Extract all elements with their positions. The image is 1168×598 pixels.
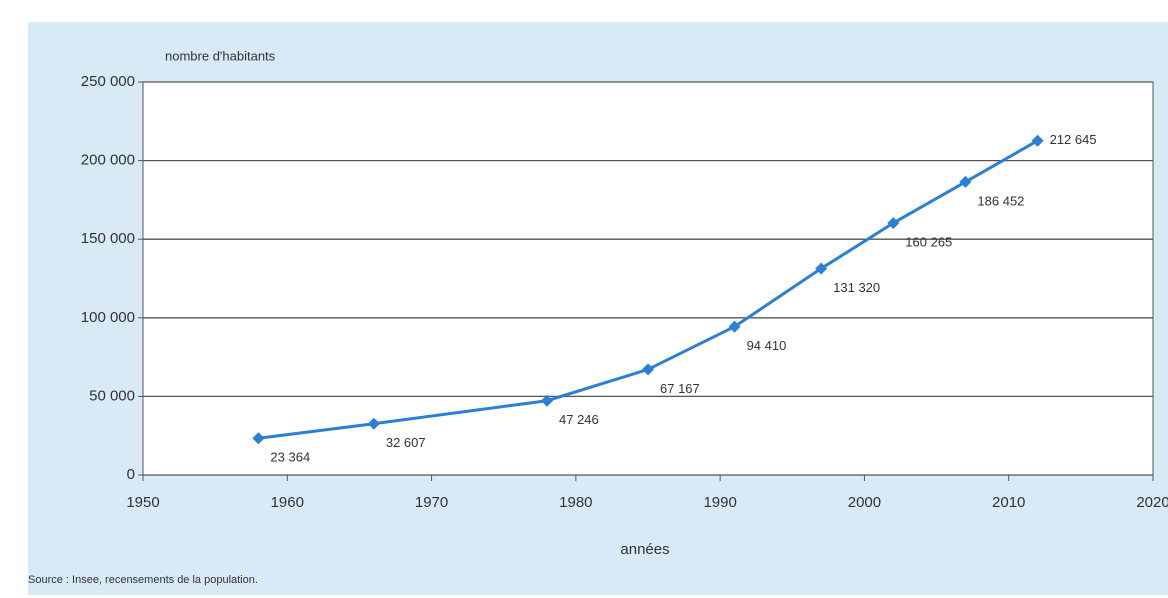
data-label: 131 320 <box>833 280 880 295</box>
data-label: 160 265 <box>905 235 952 250</box>
point <box>728 320 741 333</box>
point <box>541 394 553 407</box>
x-tick-label: 2020 <box>1136 494 1168 511</box>
x-tick-label: 2010 <box>992 494 1025 511</box>
plot-area <box>142 81 1154 476</box>
x-tick-label: 1950 <box>126 494 159 511</box>
point <box>1031 134 1044 147</box>
y-axis-label: nombre d'habitants <box>165 48 276 63</box>
y-tick-label: 150 000 <box>81 230 135 247</box>
x-tick-label: 1980 <box>559 494 592 511</box>
data-label: 94 410 <box>747 338 787 353</box>
x-tick-label: 1990 <box>703 494 736 511</box>
x-tick-label: 1970 <box>415 494 448 511</box>
data-label: 32 607 <box>386 435 426 450</box>
point <box>887 217 900 230</box>
data-label: 67 167 <box>660 381 700 396</box>
point <box>367 417 380 430</box>
data-label: 186 452 <box>977 193 1024 208</box>
y-tick-label: 200 000 <box>81 152 135 169</box>
data-label: 23 364 <box>270 450 310 465</box>
x-tick-label: 1960 <box>271 494 304 511</box>
data-label: 212 645 <box>1050 132 1097 147</box>
x-axis-label: années <box>620 541 669 558</box>
point <box>252 432 265 445</box>
y-tick-label: 0 <box>127 466 135 483</box>
point <box>642 363 654 376</box>
point <box>815 262 828 275</box>
x-tick-label: 2000 <box>848 494 881 511</box>
y-tick-label: 50 000 <box>89 387 135 404</box>
y-tick-label: 100 000 <box>81 309 135 326</box>
point <box>959 175 972 188</box>
source: Source : Insee, recensements de la popul… <box>28 574 258 586</box>
y-tick-label: 250 000 <box>81 73 135 90</box>
data-label: 47 246 <box>559 412 599 427</box>
